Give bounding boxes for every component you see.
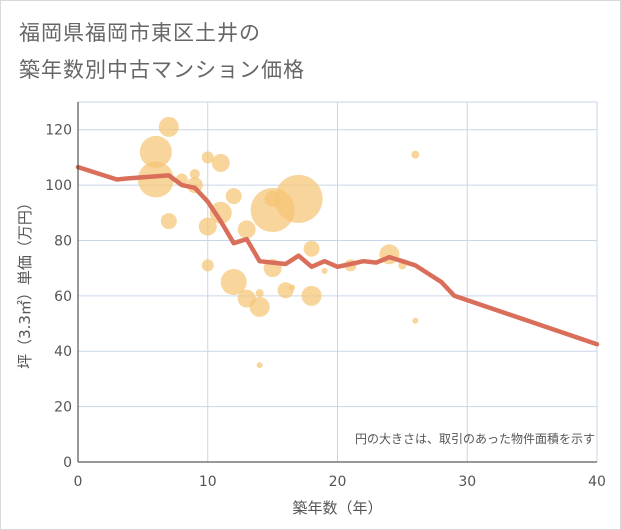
- line-layer: [75, 164, 600, 347]
- bubble-point: [158, 116, 179, 137]
- y-tick-label: 100: [45, 178, 72, 194]
- chart-title-line-1: 福岡県福岡市東区土井の: [19, 21, 261, 45]
- bubble-layer: [137, 116, 420, 369]
- bubble-point: [198, 217, 217, 236]
- bubble-point: [411, 150, 420, 159]
- grid-lines: [77, 101, 598, 463]
- chart-title-line-2: 築年数別中古マンション価格: [19, 58, 305, 82]
- bubble-point: [289, 284, 296, 291]
- x-tick-label: 30: [458, 474, 476, 490]
- bubble-point: [137, 161, 174, 198]
- y-tick-label: 80: [54, 233, 72, 249]
- x-tick-label: 0: [74, 474, 83, 490]
- bubble-point: [209, 201, 232, 224]
- bubble-point: [220, 269, 247, 295]
- y-axis-label: 坪（3.3㎡）単価（万円）: [16, 195, 34, 369]
- bubble-point: [160, 213, 177, 230]
- x-tick-label: 10: [199, 474, 217, 490]
- bubble-point: [201, 151, 214, 164]
- bubble-point: [301, 285, 322, 306]
- y-tick-label: 40: [54, 344, 72, 360]
- average-price-line: [75, 164, 600, 347]
- bubble-point: [256, 362, 263, 369]
- x-tick-label: 20: [329, 474, 347, 490]
- axes: [77, 102, 597, 463]
- bubble-point: [225, 188, 242, 205]
- bubble-point: [412, 317, 419, 324]
- bubble-point: [139, 135, 172, 168]
- bubble-point: [303, 240, 320, 257]
- bubble-point: [255, 289, 264, 298]
- bubble-point: [274, 174, 323, 223]
- bubble-point: [249, 296, 270, 317]
- y-tick-label: 20: [54, 400, 72, 416]
- x-tick-label: 40: [588, 474, 606, 490]
- bubble-point: [321, 267, 328, 274]
- tick-labels: 0 10 20 30 40 0 20 40 60 80 100 120: [45, 123, 606, 490]
- bubble-point: [189, 169, 200, 179]
- x-axis-label: 築年数（年）: [292, 499, 382, 517]
- bubble-point: [201, 259, 214, 272]
- size-note: 円の大きさは、取引のあった物件面積を示す: [355, 431, 595, 446]
- bubble-point: [237, 220, 256, 239]
- y-tick-label: 120: [45, 123, 72, 139]
- y-tick-label: 60: [54, 289, 72, 305]
- y-tick-label: 0: [63, 455, 72, 471]
- bubble-point: [211, 153, 230, 172]
